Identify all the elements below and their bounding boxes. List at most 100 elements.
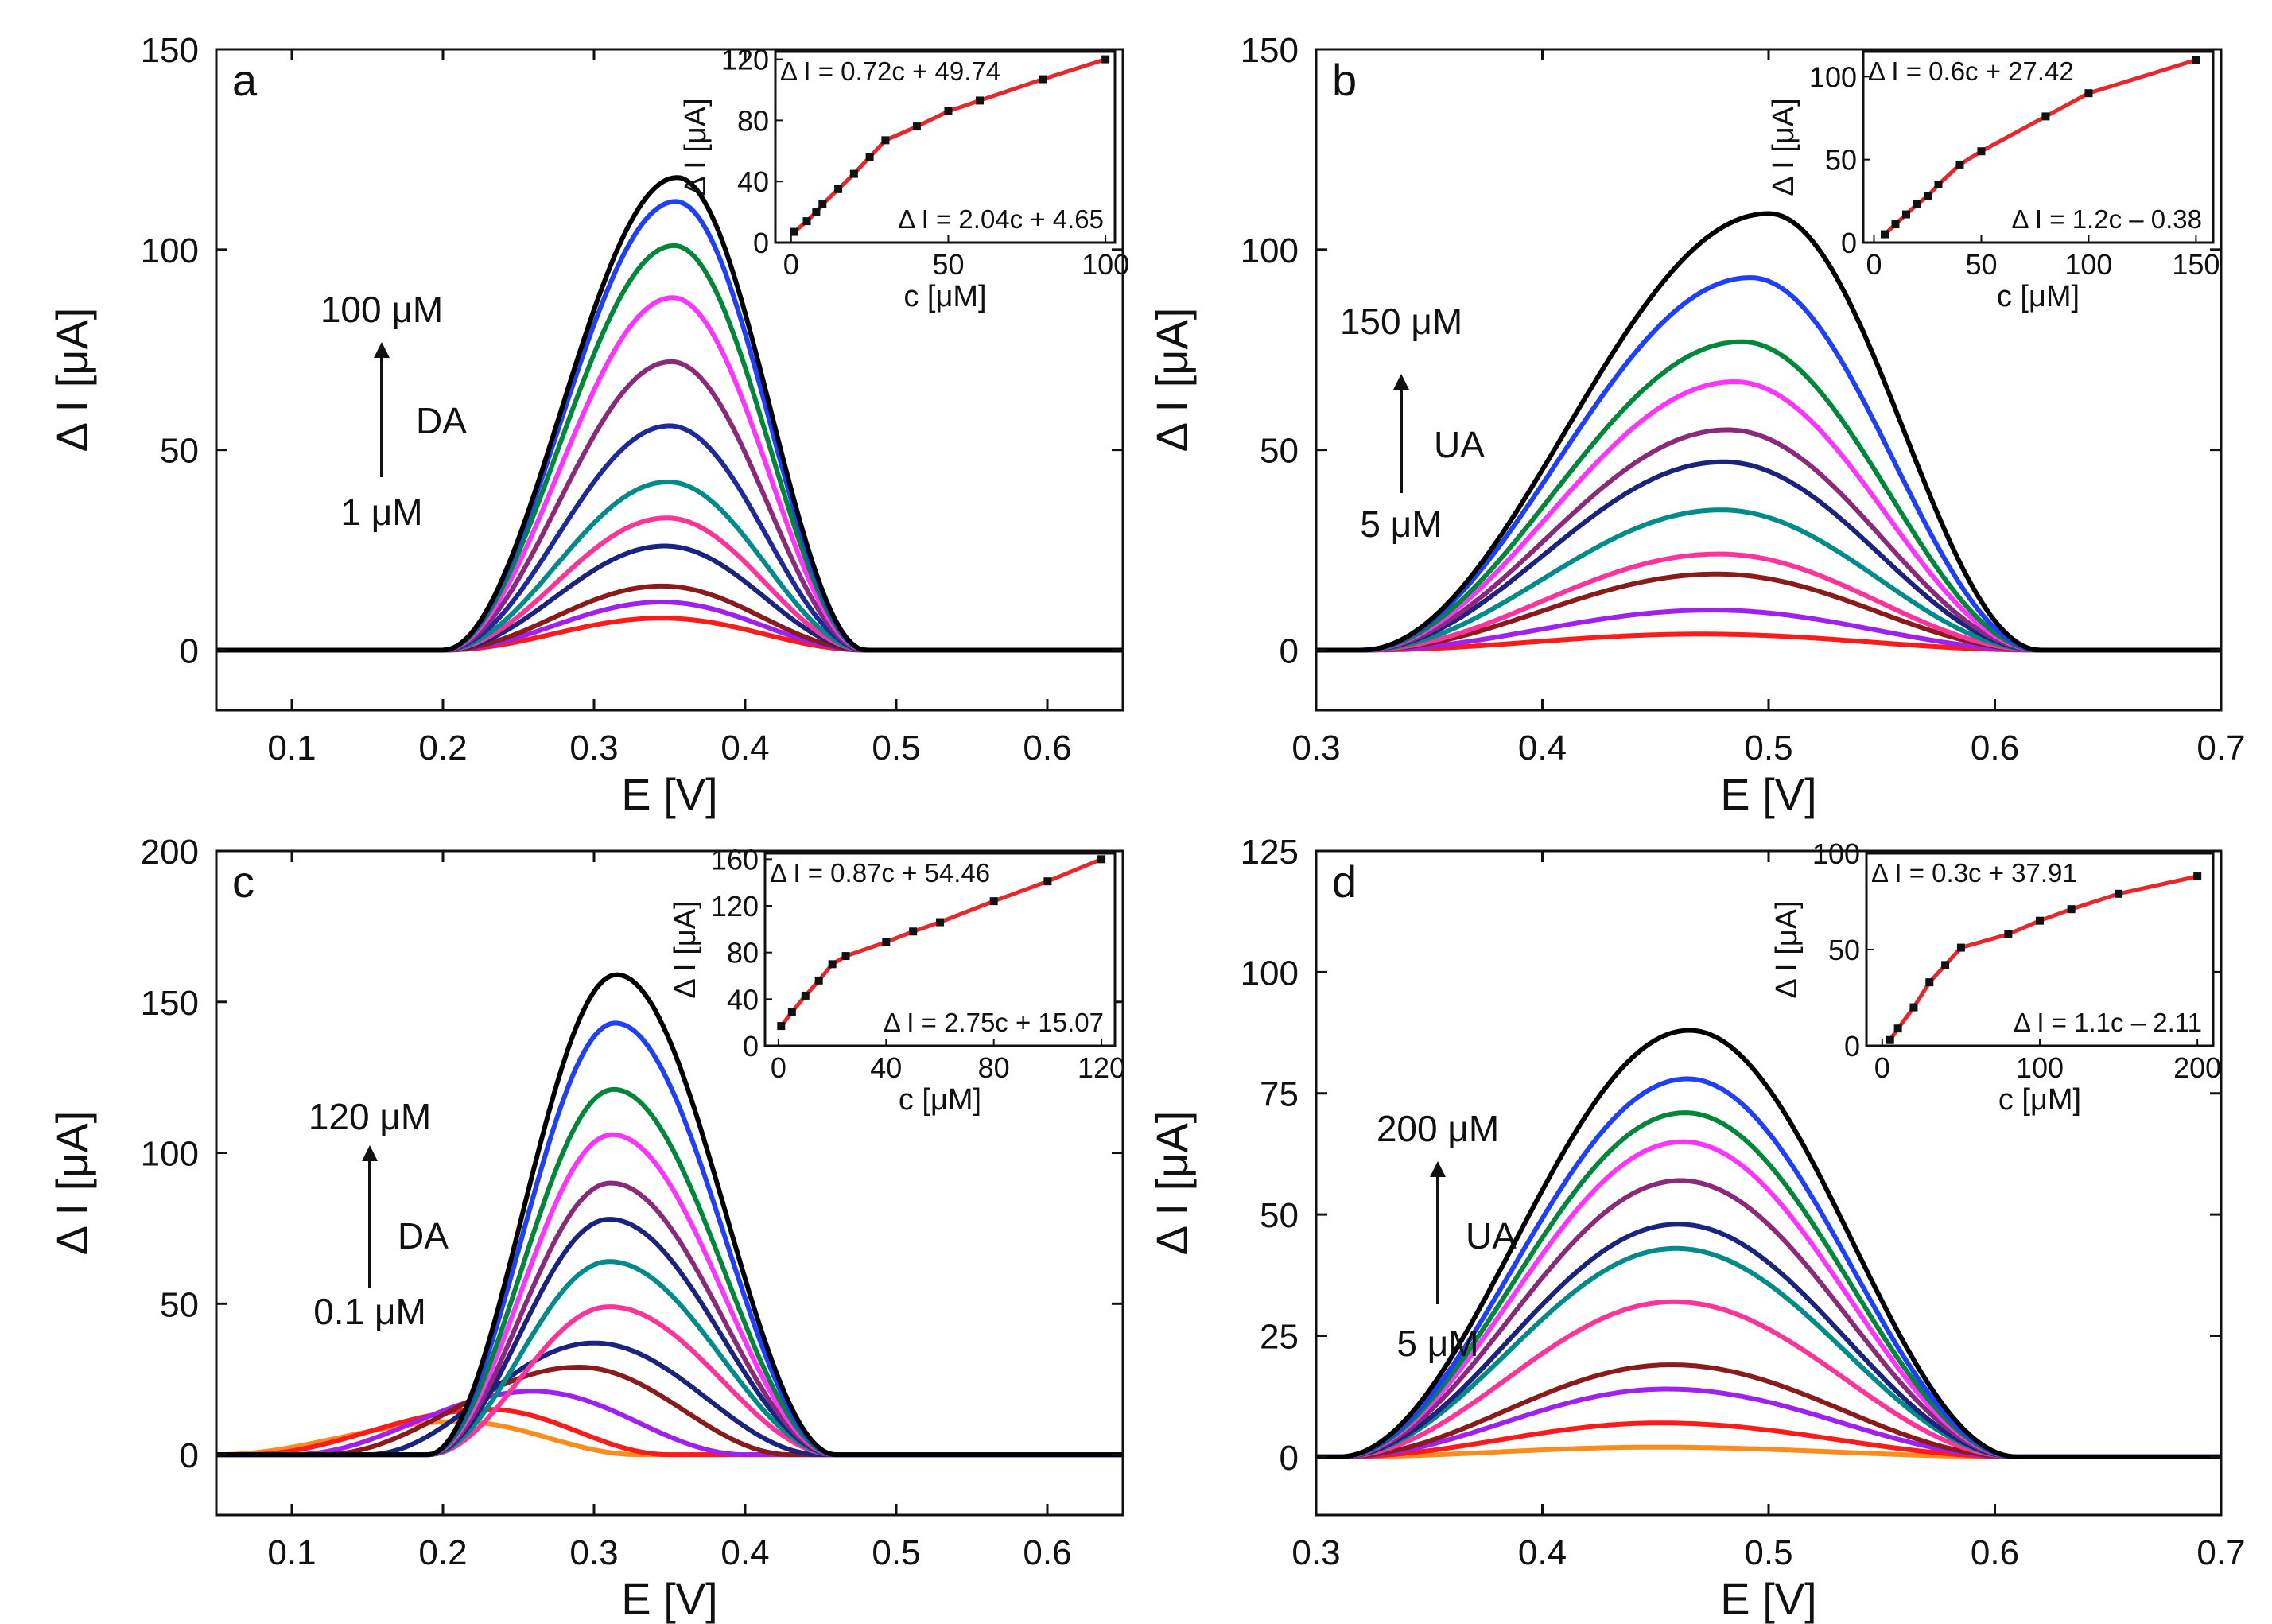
y-axis-label: Δ I [μA] xyxy=(47,308,97,453)
annotation-analyte: UA xyxy=(1434,424,1485,465)
y-tick-label: 200 xyxy=(141,833,199,872)
inset-data-point xyxy=(975,96,984,105)
annotation-arrowhead xyxy=(374,342,390,358)
x-tick-label: 0.4 xyxy=(1518,728,1567,767)
inset-x-tick-label: 0 xyxy=(1874,1051,1890,1084)
inset-fit-equation-low: Δ I = 1.1c – 2.11 xyxy=(2014,1008,2202,1037)
series-line-c2 xyxy=(216,1407,1123,1458)
inset-x-tick-label: 120 xyxy=(1078,1051,1125,1084)
x-tick-label: 0.4 xyxy=(720,1533,769,1572)
annotation-arrowhead xyxy=(1393,374,1409,390)
x-axis-label: E [V] xyxy=(1720,1574,1816,1624)
inset-data-point xyxy=(841,952,850,961)
panel-c: 0.1 0.2 0.3 0.4 0.5 0.6 0 50 100 150 200 E [V] Δ I [… xyxy=(47,833,1125,1624)
inset-y-tick-label: 120 xyxy=(721,44,769,76)
curves xyxy=(1316,211,2221,653)
x-axis-label: E [V] xyxy=(621,1574,717,1624)
inset-x-axis-label: c [μM] xyxy=(1998,1083,2081,1117)
plot-frame xyxy=(215,849,1124,1517)
inset-fit-equation-high: Δ I = 0.72c + 49.74 xyxy=(780,56,1000,86)
series-line-c12 xyxy=(216,175,1123,653)
panel-a: 0.1 0.2 0.3 0.4 0.5 0.6 0 50 100 150 E [V] Δ I [μA]… xyxy=(47,31,1129,819)
annotation-arrowhead xyxy=(1430,1161,1446,1177)
inset-x-tick-label: 40 xyxy=(870,1051,902,1084)
inset-data-point xyxy=(1039,75,1047,84)
inset-data-point xyxy=(814,976,823,985)
panel-label: a xyxy=(232,55,258,105)
inset-x-tick-label: 0 xyxy=(783,248,799,281)
series-line-c8 xyxy=(216,1217,1123,1458)
y-tick-label: 125 xyxy=(1241,833,1299,872)
inset-data-point xyxy=(2084,89,2093,98)
x-tick-label: 0.7 xyxy=(2196,728,2245,767)
series-line-c4 xyxy=(216,543,1123,653)
x-tick-label: 0.1 xyxy=(267,728,316,767)
series-line-c2 xyxy=(216,600,1123,653)
inset-data-point xyxy=(865,153,874,161)
inset-data-point xyxy=(1923,192,1932,200)
x-tick-label: 0.6 xyxy=(1023,728,1071,767)
inset-y-tick-label: 50 xyxy=(1825,144,1857,177)
inset-data-point xyxy=(2067,905,2076,914)
inset-data-point xyxy=(1893,1024,1902,1033)
series-line-c6 xyxy=(1316,459,2221,653)
inset-a: 0 50 100 0 40 80 120 c [μM] Δ I [μA] Δ I = 0.72c … xyxy=(679,44,1129,313)
annotation-analyte: DA xyxy=(416,400,467,441)
inset-data-point xyxy=(790,227,798,236)
x-axis-label: E [V] xyxy=(621,769,717,819)
inset-y-tick-label: 40 xyxy=(737,165,769,198)
inset-y-tick-label: 160 xyxy=(711,843,759,876)
inset-y-tick-label: 0 xyxy=(743,1030,759,1063)
x-tick-label: 0.5 xyxy=(1744,728,1792,767)
inset-fit-equation-high: Δ I = 0.3c + 37.91 xyxy=(1871,858,2077,888)
y-axis-label: Δ I [μA] xyxy=(47,1111,97,1256)
inset-y-tick-label: 0 xyxy=(1844,1030,1860,1063)
inset-y-tick-label: 100 xyxy=(1809,60,1857,93)
y-tick-label: 50 xyxy=(160,1285,199,1324)
y-tick-label: 50 xyxy=(1260,1196,1299,1235)
inset-data-point xyxy=(944,107,953,115)
inset-data-point xyxy=(834,185,843,193)
inset-x-tick-label: 100 xyxy=(2016,1051,2064,1084)
inset-x-tick-label: 50 xyxy=(932,248,964,281)
y-tick-label: 50 xyxy=(160,432,199,471)
annotation-arrowhead xyxy=(362,1145,378,1161)
y-tick-label: 0 xyxy=(180,631,199,670)
annotation-bottom-conc: 0.1 μM xyxy=(313,1291,426,1332)
x-tick-label: 0.5 xyxy=(872,1533,920,1572)
series-line-c9 xyxy=(1316,1139,2221,1459)
series-line-c12 xyxy=(216,1020,1123,1458)
inset-data-point xyxy=(777,1022,786,1031)
inset-fit-equation-low: Δ I = 1.2c – 0.38 xyxy=(2012,204,2202,234)
inset-x-tick-label: 100 xyxy=(1082,248,1129,281)
inset-y-tick-label: 100 xyxy=(1812,837,1860,870)
inset-x-axis-label: c [μM] xyxy=(899,1083,981,1117)
inset-data-point xyxy=(1955,160,1964,169)
inset-frame xyxy=(774,50,1117,244)
inset-x-tick-label: 0 xyxy=(771,1051,786,1084)
x-tick-label: 0.3 xyxy=(569,728,618,767)
series-line-c12 xyxy=(1316,1028,2221,1459)
annotation-top-conc: 200 μM xyxy=(1377,1108,1499,1149)
inset-data-point xyxy=(1941,961,1950,969)
x-tick-label: 0.6 xyxy=(1023,1533,1071,1572)
inset-data-point xyxy=(801,991,810,1000)
x-tick-label: 0.4 xyxy=(720,728,769,767)
inset-fit-equation-high: Δ I = 0.87c + 54.46 xyxy=(770,858,990,888)
plot-frame xyxy=(215,48,1124,712)
inset-y-tick-label: 50 xyxy=(1828,934,1860,966)
y-tick-label: 100 xyxy=(141,1135,199,1174)
inset-data-point xyxy=(989,897,998,906)
x-tick-label: 0.3 xyxy=(1291,728,1340,767)
inset-fit-equation-high: Δ I = 0.6c + 27.42 xyxy=(1868,56,2074,86)
x-tick-label: 0.5 xyxy=(1744,1533,1792,1572)
inset-y-tick-label: 0 xyxy=(1841,227,1857,259)
inset-data-point xyxy=(1934,180,1943,188)
annotation-analyte: DA xyxy=(398,1215,449,1257)
inset-data-point xyxy=(2193,872,2202,881)
x-tick-label: 0.3 xyxy=(569,1533,618,1572)
series-line-c13 xyxy=(216,972,1123,1458)
y-tick-label: 100 xyxy=(1241,231,1299,270)
